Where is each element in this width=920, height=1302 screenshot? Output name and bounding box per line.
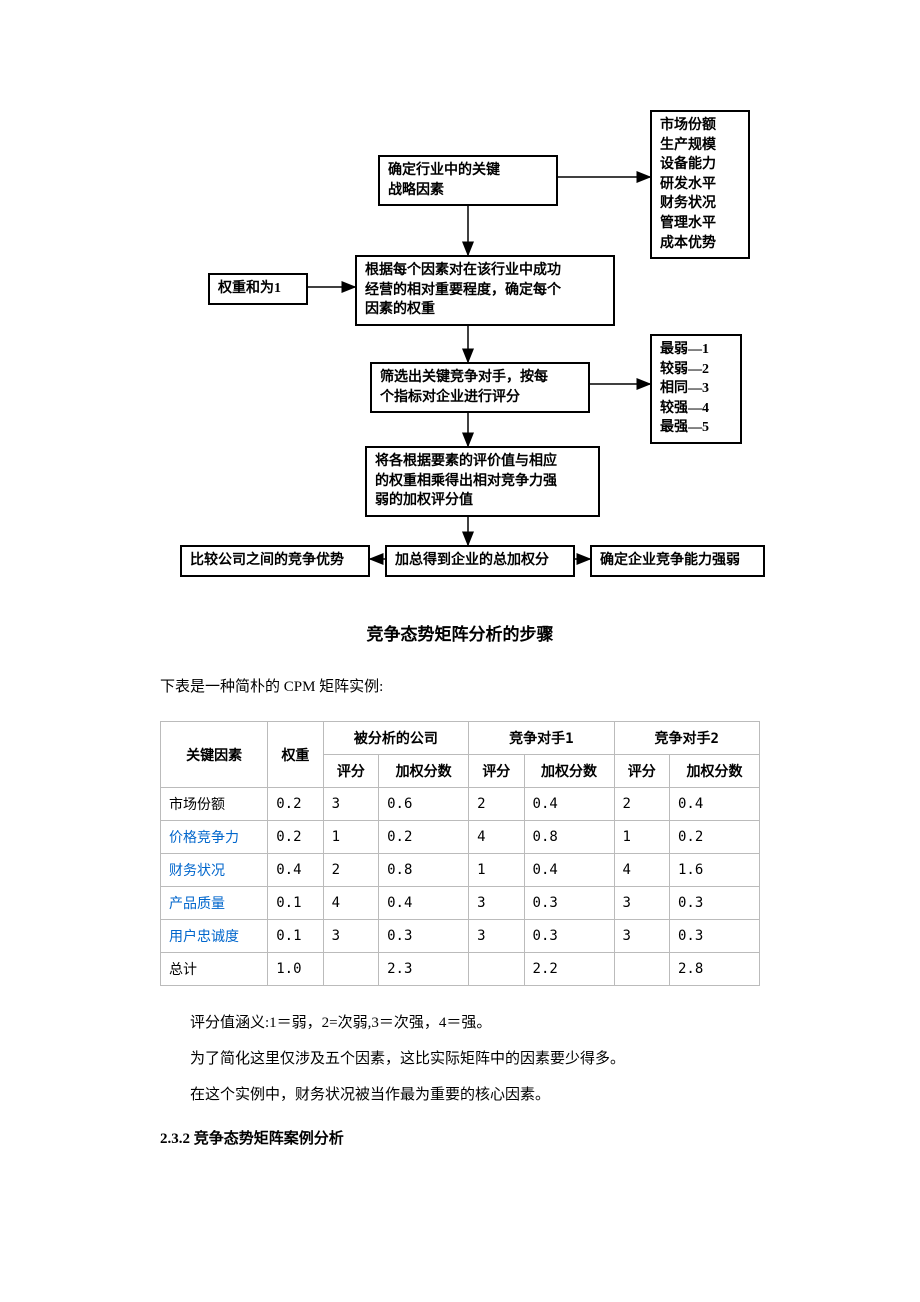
sub-weighted-2: 加权分数 [524, 755, 614, 788]
table-cell: 0.4 [524, 788, 614, 821]
table-row: 市场份额0.230.620.420.4 [161, 788, 760, 821]
table-cell: 4 [469, 821, 524, 854]
flowchart-node: 将各根据要素的评价值与相应 的权重相乘得出相对竞争力强 弱的加权评分值 [365, 446, 600, 517]
col-competitor-2: 竞争对手2 [614, 722, 759, 755]
table-cell: 4 [614, 854, 669, 887]
diagram-caption: 竞争态势矩阵分析的步骤 [160, 620, 760, 645]
sub-score-2: 评分 [469, 755, 524, 788]
table-cell: 0.2 [268, 788, 323, 821]
table-cell: 3 [323, 788, 378, 821]
table-cell: 总计 [161, 953, 268, 986]
flowchart-node: 最弱—1 较弱—2 相同—3 较强—4 最强—5 [650, 334, 742, 444]
flowchart-node: 确定企业竞争能力强弱 [590, 545, 765, 577]
table-cell: 0.2 [379, 821, 469, 854]
sub-score-1: 评分 [323, 755, 378, 788]
table-row: 价格竞争力0.210.240.810.2 [161, 821, 760, 854]
col-factor: 关键因素 [161, 722, 268, 788]
flowchart-diagram: 确定行业中的关键 战略因素 市场份额 生产规模 设备能力 研发水平 财务状况 管理… [160, 100, 800, 590]
table-cell: 0.4 [379, 887, 469, 920]
table-cell: 3 [469, 887, 524, 920]
col-weight: 权重 [268, 722, 323, 788]
flowchart-node: 市场份额 生产规模 设备能力 研发水平 财务状况 管理水平 成本优势 [650, 110, 750, 259]
table-cell: 财务状况 [161, 854, 268, 887]
table-cell: 产品质量 [161, 887, 268, 920]
table-cell: 1.0 [268, 953, 323, 986]
table-cell [323, 953, 378, 986]
sub-weighted-3: 加权分数 [669, 755, 759, 788]
flowchart-node: 权重和为1 [208, 273, 308, 305]
flowchart-node: 加总得到企业的总加权分 [385, 545, 575, 577]
table-cell: 0.4 [268, 854, 323, 887]
sub-score-3: 评分 [614, 755, 669, 788]
table-cell: 1 [469, 854, 524, 887]
col-competitor-1: 竞争对手1 [469, 722, 614, 755]
sub-weighted-1: 加权分数 [379, 755, 469, 788]
table-cell: 0.4 [669, 788, 759, 821]
table-cell: 2.3 [379, 953, 469, 986]
table-cell: 4 [323, 887, 378, 920]
flowchart-node: 筛选出关键竞争对手，按每 个指标对企业进行评分 [370, 362, 590, 413]
col-company-analyzed: 被分析的公司 [323, 722, 468, 755]
table-row: 总计1.0 2.3 2.2 2.8 [161, 953, 760, 986]
table-cell: 0.3 [669, 887, 759, 920]
table-cell: 0.8 [524, 821, 614, 854]
table-cell: 2.2 [524, 953, 614, 986]
table-row: 产品质量0.140.430.330.3 [161, 887, 760, 920]
table-cell: 1 [323, 821, 378, 854]
table-cell: 0.2 [669, 821, 759, 854]
table-cell: 3 [323, 920, 378, 953]
table-cell: 2 [469, 788, 524, 821]
table-cell: 0.3 [379, 920, 469, 953]
table-row: 用户忠诚度0.130.330.330.3 [161, 920, 760, 953]
table-cell: 1.6 [669, 854, 759, 887]
flowchart-node: 确定行业中的关键 战略因素 [378, 155, 558, 206]
table-cell: 3 [469, 920, 524, 953]
cpm-matrix-table: 关键因素 权重 被分析的公司 竞争对手1 竞争对手2 评分 加权分数 评分 加权… [160, 721, 760, 986]
table-cell: 3 [614, 920, 669, 953]
table-cell: 0.3 [524, 887, 614, 920]
table-cell: 0.3 [524, 920, 614, 953]
table-cell: 0.1 [268, 887, 323, 920]
paragraph-key-factor: 在这个实例中，财务状况被当作最为重要的核心因素。 [160, 1083, 760, 1107]
table-cell [469, 953, 524, 986]
table-cell: 0.6 [379, 788, 469, 821]
table-cell: 0.4 [524, 854, 614, 887]
table-cell: 2 [323, 854, 378, 887]
section-heading: 2.3.2 竞争态势矩阵案例分析 [160, 1127, 760, 1148]
table-cell: 2.8 [669, 953, 759, 986]
table-cell [614, 953, 669, 986]
intro-paragraph: 下表是一种简朴的 CPM 矩阵实例: [160, 675, 760, 696]
table-row: 财务状况0.420.810.441.6 [161, 854, 760, 887]
table-cell: 0.1 [268, 920, 323, 953]
paragraph-simplification: 为了简化这里仅涉及五个因素，这比实际矩阵中的因素要少得多。 [160, 1047, 760, 1071]
table-cell: 0.8 [379, 854, 469, 887]
flowchart-node: 比较公司之间的竞争优势 [180, 545, 370, 577]
flowchart-node: 根据每个因素对在该行业中成功 经营的相对重要程度，确定每个 因素的权重 [355, 255, 615, 326]
paragraph-score-meaning: 评分值涵义:1＝弱，2=次弱,3＝次强，4＝强。 [160, 1011, 760, 1035]
table-cell: 0.2 [268, 821, 323, 854]
table-cell: 1 [614, 821, 669, 854]
table-cell: 价格竞争力 [161, 821, 268, 854]
table-cell: 2 [614, 788, 669, 821]
table-cell: 3 [614, 887, 669, 920]
table-cell: 市场份额 [161, 788, 268, 821]
table-cell: 0.3 [669, 920, 759, 953]
table-cell: 用户忠诚度 [161, 920, 268, 953]
